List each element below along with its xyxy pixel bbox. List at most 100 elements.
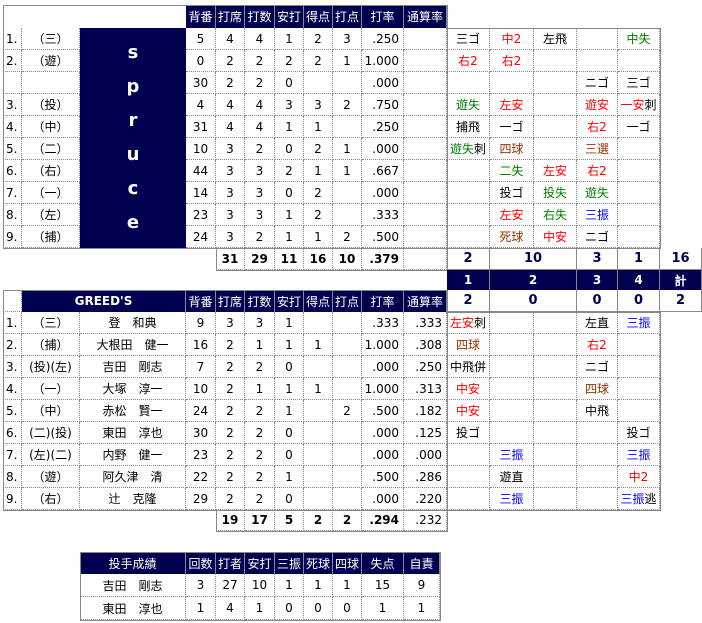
play-result: 一安 xyxy=(620,98,645,112)
inning-result: 中飛 xyxy=(577,400,618,422)
stat xyxy=(304,312,333,334)
inning-result xyxy=(534,444,577,466)
batting-order: 2. xyxy=(3,334,22,356)
pitching-stat: 4 xyxy=(216,597,245,620)
inning-result xyxy=(577,28,618,50)
stat: 1 xyxy=(275,466,304,488)
inning-result: 投ゴ xyxy=(447,422,490,444)
inning-result xyxy=(490,72,534,94)
inning-result: 三ゴ xyxy=(618,72,660,94)
inning-result xyxy=(534,400,577,422)
play-result: 遊失 xyxy=(455,98,480,112)
stat: 1 xyxy=(304,334,333,356)
stat xyxy=(333,72,362,94)
stat: .000 xyxy=(362,422,404,444)
column-header: 背番 xyxy=(186,5,216,28)
inning-header: 4 xyxy=(618,270,660,290)
total: 29 xyxy=(245,248,275,270)
stat: 3 xyxy=(245,312,275,334)
play-result: 三振 xyxy=(499,448,524,462)
total: .232 xyxy=(404,510,447,531)
batting-order: 4. xyxy=(3,378,22,400)
stat: 1 xyxy=(275,378,304,400)
position: （遊） xyxy=(22,50,80,72)
stat: 2 xyxy=(216,334,245,356)
play-result: 三振 xyxy=(626,448,651,462)
play-result: 中安 xyxy=(455,404,480,418)
stat: 0 xyxy=(275,72,304,94)
inning-result: ニゴ xyxy=(577,72,618,94)
stat: .250 xyxy=(404,356,447,378)
batting-order xyxy=(3,72,22,94)
play-result: 四球 xyxy=(499,142,524,156)
play-result: 刺 xyxy=(644,98,657,112)
inning-result: 三振 xyxy=(577,204,618,226)
play-result: 左安 xyxy=(499,98,524,112)
inning-result: 三選 xyxy=(577,138,618,160)
inning-result xyxy=(534,334,577,356)
inning-score: 2 xyxy=(660,290,702,312)
player-name: 赤松 賢一 xyxy=(80,400,186,422)
stat: .000 xyxy=(404,444,447,466)
stat: 30 xyxy=(186,72,216,94)
stat: 2 xyxy=(216,422,245,444)
play-result: 左安 xyxy=(542,164,567,178)
stat: 1.000 xyxy=(362,378,404,400)
inning-result xyxy=(618,356,660,378)
inning-result: 投失 xyxy=(534,182,577,204)
stat: 2 xyxy=(216,72,245,94)
total: .379 xyxy=(362,248,404,270)
play-result: ニゴ xyxy=(584,76,609,90)
batting-order: 2. xyxy=(3,50,22,72)
column-header: 打率 xyxy=(362,290,404,312)
play-result: 中飛併 xyxy=(449,360,486,374)
play-result: 四球 xyxy=(455,338,480,352)
stat: 1.000 xyxy=(362,50,404,72)
inning-result: 遊失刺 xyxy=(447,138,490,160)
position: （三） xyxy=(22,28,80,50)
stat: .667 xyxy=(362,160,404,182)
play-result: 左飛 xyxy=(542,32,567,46)
inning-result xyxy=(534,422,577,444)
inning-result: 一安刺 xyxy=(618,94,660,116)
stat xyxy=(333,182,362,204)
pitching-stat: 0 xyxy=(275,597,304,620)
batting-order: 7. xyxy=(3,444,22,466)
stat xyxy=(404,94,447,116)
pitcher-name: 東田 淳也 xyxy=(80,597,186,620)
pitching-stat: 1 xyxy=(404,597,440,620)
inning-result xyxy=(534,50,577,72)
play-result: 中安 xyxy=(455,382,480,396)
pitching-header: 打者 xyxy=(216,552,245,574)
stat: 30 xyxy=(186,422,216,444)
inning-result: ニゴ xyxy=(577,226,618,248)
total: 2 xyxy=(304,510,333,531)
stat: 1 xyxy=(275,312,304,334)
play-result: 三振 xyxy=(584,208,609,222)
inning-result xyxy=(534,312,577,334)
stat: 1 xyxy=(304,116,333,138)
play-result: 右2 xyxy=(587,120,607,134)
play-result: 死球 xyxy=(499,230,524,244)
column-header: 打数 xyxy=(245,5,275,28)
pitching-stat: 1 xyxy=(333,574,362,597)
play-result: 中2 xyxy=(628,470,649,484)
column-header: 通算率 xyxy=(404,290,447,312)
inning-result xyxy=(577,422,618,444)
stat xyxy=(333,204,362,226)
stat: 24 xyxy=(186,400,216,422)
batting-order: 1. xyxy=(3,312,22,334)
inning-result xyxy=(490,400,534,422)
bottom-team-name: GREED'S xyxy=(22,290,186,312)
stat xyxy=(404,72,447,94)
stat: 4 xyxy=(186,94,216,116)
play-result: 投失 xyxy=(542,186,567,200)
inning-result xyxy=(447,182,490,204)
column-header: 打点 xyxy=(333,290,362,312)
inning-result xyxy=(447,160,490,182)
position: （中） xyxy=(22,400,80,422)
stat: 1 xyxy=(333,160,362,182)
total: 5 xyxy=(275,510,304,531)
position: (二)(投) xyxy=(22,422,80,444)
